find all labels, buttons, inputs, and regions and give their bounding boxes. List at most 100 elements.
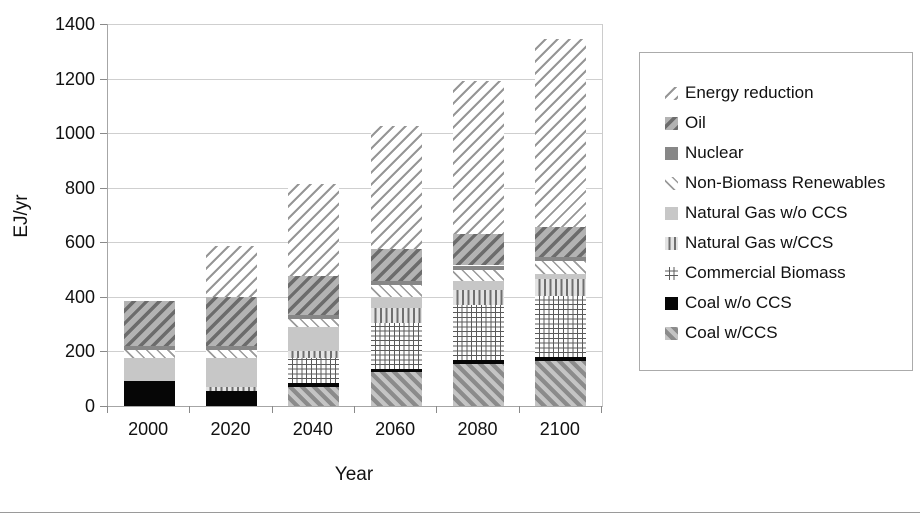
bar-segment-2020-vertical-lines <box>206 386 257 391</box>
bar-segment-2100-vertical-lines <box>535 279 587 296</box>
bar-segment-2040-diagonal-light <box>288 183 340 277</box>
y-axis-title: EJ/yr <box>11 194 32 238</box>
bar-segment-2040-crosshatch <box>288 358 340 383</box>
gridline-600 <box>108 242 602 244</box>
gridline-1000 <box>108 133 602 135</box>
chart-legend: Energy reduction Oil Nuclear Non-Biomass Re… <box>639 52 913 371</box>
bar-segment-2060-solid-black <box>370 369 422 372</box>
bar-segment-2060-solid-dark-gray <box>370 280 422 285</box>
legend-swatch-diagonal-gray-icon <box>665 116 678 130</box>
x-tick-label-2000: 2000 <box>128 419 169 439</box>
bar-segment-2060-backslash-light <box>370 284 422 297</box>
x-tick-mark-4 <box>436 406 438 413</box>
x-tick-mark-2 <box>271 406 273 413</box>
legend-swatch-crosshatch-icon <box>665 266 678 280</box>
bar-segment-2060-diagonal-light <box>370 126 422 250</box>
bar-segment-2020-solid-black <box>206 391 257 406</box>
bar-segment-2100-solid-dark-gray <box>535 257 587 262</box>
x-tick-mark-3 <box>354 406 355 413</box>
bar-segment-2080-solid-dark-gray <box>453 265 504 270</box>
y-tick-label-1000: 1000 <box>54 123 95 144</box>
bar-segment-2000-solid-black <box>123 381 175 406</box>
y-tick-mark-0 <box>100 406 107 407</box>
bar-segment-2040-solid-dark-gray <box>288 314 340 319</box>
plot-area <box>107 24 603 407</box>
legend-item-solid-light-gray: Natural Gas w/o CCS <box>665 198 912 228</box>
y-tick-mark-800 <box>100 187 107 189</box>
bar-segment-2060-diagonal-gray <box>370 249 422 281</box>
legend-label: Oil <box>685 113 706 132</box>
x-tick-label-2100: 2100 <box>539 419 580 439</box>
bar-segment-2100-diagonal-light <box>535 39 587 228</box>
bar-segment-2100-backslash-light <box>535 261 587 274</box>
legend-item-backslash-gray: Coal w/CCS <box>665 318 912 348</box>
y-tick-label-0: 0 <box>84 396 95 416</box>
x-tick-label-2080: 2080 <box>457 419 498 439</box>
bar-segment-2000-solid-light-gray <box>123 358 175 382</box>
y-tick-label-200: 200 <box>64 341 95 362</box>
bar-segment-2040-backslash-light <box>288 318 340 327</box>
x-tick-mark-1 <box>189 406 191 413</box>
bar-segment-2040-solid-light-gray <box>288 326 340 352</box>
legend-swatch-backslash-gray-icon <box>665 326 678 340</box>
bar-segment-2000-backslash-light <box>123 350 175 359</box>
bar-segment-2080-backslash-light <box>453 269 504 281</box>
y-tick-mark-1000 <box>100 133 107 135</box>
bar-segment-2040-solid-black <box>288 382 340 387</box>
y-tick-label-1400: 1400 <box>54 14 95 34</box>
bar-segment-2060-solid-light-gray <box>370 296 422 308</box>
bar-segment-2100-solid-light-gray <box>535 273 587 280</box>
legend-label: Energy reduction <box>685 83 814 102</box>
bar-segment-2080-solid-light-gray <box>453 280 504 291</box>
bar-segment-2020-solid-light-gray <box>206 358 257 387</box>
bar-segment-2040-vertical-lines <box>288 351 340 359</box>
legend-item-vertical-lines: Natural Gas w/CCS <box>665 228 912 258</box>
bar-segment-2080-diagonal-gray <box>453 234 504 266</box>
legend-item-crosshatch: Commercial Biomass <box>665 258 912 288</box>
y-tick-label-400: 400 <box>64 286 95 307</box>
x-tick-mark-0 <box>107 406 108 413</box>
legend-label: Coal w/CCS <box>685 323 778 342</box>
bar-segment-2100-backslash-gray <box>535 360 587 406</box>
legend-swatch-vertical-lines-icon <box>665 236 678 250</box>
legend-item-diagonal-gray: Oil <box>665 108 912 138</box>
legend-swatch-backslash-light-icon <box>665 176 678 190</box>
x-tick-label-2040: 2040 <box>292 419 333 439</box>
bar-segment-2080-crosshatch <box>453 305 504 360</box>
x-axis-title: Year <box>334 464 374 485</box>
legend-label: Natural Gas w/o CCS <box>685 203 848 222</box>
bar-segment-2080-diagonal-light <box>453 81 504 235</box>
y-tick-mark-200 <box>100 351 107 353</box>
legend-swatch-diagonal-light-icon <box>665 86 678 100</box>
bar-segment-2000-diagonal-gray <box>123 300 175 346</box>
bar-segment-2080-backslash-gray <box>453 363 504 406</box>
gridline-200 <box>108 351 602 353</box>
bar-segment-2080-vertical-lines <box>453 290 504 306</box>
bar-segment-2060-backslash-gray <box>370 371 422 406</box>
bar-segment-2100-crosshatch <box>535 295 587 357</box>
bar-segment-2080-solid-black <box>453 359 504 364</box>
bar-segment-2040-diagonal-gray <box>288 276 340 315</box>
legend-item-backslash-light: Non-Biomass Renewables <box>665 168 912 198</box>
bar-segment-2000-solid-dark-gray <box>123 346 175 351</box>
bar-segment-2100-solid-black <box>535 356 587 361</box>
bar-segment-2020-diagonal-gray <box>206 296 257 346</box>
y-tick-label-1200: 1200 <box>54 68 95 89</box>
y-tick-mark-1200 <box>100 78 107 80</box>
bar-segment-2020-solid-dark-gray <box>206 346 257 351</box>
legend-item-diagonal-light: Energy reduction <box>665 78 912 108</box>
legend-label: Commercial Biomass <box>685 263 846 282</box>
bar-segment-2100-diagonal-gray <box>535 227 587 258</box>
bar-segment-2060-vertical-lines <box>370 307 422 323</box>
legend-item-solid-dark-gray: Nuclear <box>665 138 912 168</box>
y-tick-mark-600 <box>100 242 107 244</box>
legend-label: Non-Biomass Renewables <box>685 173 886 192</box>
y-tick-mark-1400 <box>100 24 107 25</box>
bar-segment-2020-backslash-light <box>206 350 257 359</box>
gridline-1200 <box>108 78 602 80</box>
legend-swatch-solid-black-icon <box>665 296 678 310</box>
legend-swatch-solid-light-gray-icon <box>665 206 678 220</box>
x-tick-mark-5 <box>518 406 520 413</box>
y-tick-mark-400 <box>100 296 107 298</box>
